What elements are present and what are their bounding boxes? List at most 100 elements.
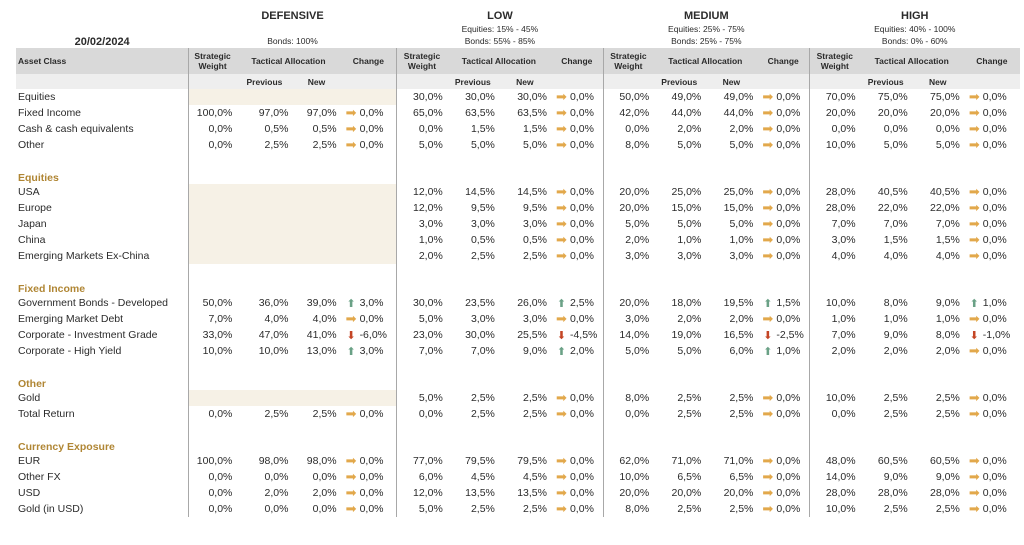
arrow-right-icon: ➡ (968, 121, 980, 136)
arrow-right-icon: ➡ (762, 248, 774, 263)
change-cell: ➡ 0,0% (341, 453, 397, 469)
empty-cell (292, 437, 340, 453)
change-cell: ➡ 0,0% (964, 216, 1020, 232)
new-cell (292, 200, 341, 216)
table-row: Corporate - Investment Grade 33,0% 47,0% 41… (16, 327, 1020, 343)
asset-label: USA (18, 186, 40, 198)
empty-cell (236, 264, 292, 279)
empty-cell (551, 168, 603, 184)
change-value: 0,0% (569, 123, 594, 135)
strategic-weight-cell: 1,0% (396, 232, 447, 248)
previous-cell (236, 184, 293, 200)
previous-cell (236, 89, 293, 105)
previous-cell: 8,0% (883, 297, 908, 309)
empty-cell (396, 153, 447, 168)
new-cell: 2,5% (935, 408, 960, 420)
empty-cell (705, 279, 757, 295)
previous-cell: 20,0% (877, 107, 908, 119)
empty-cell (705, 153, 757, 168)
change-cell: ➡ 0,0% (964, 501, 1020, 517)
strategic-weight-cell: 0,0% (809, 406, 860, 422)
empty-cell (757, 168, 809, 184)
arrow-up-icon: ⬆ (969, 297, 979, 310)
change-value: 0,0% (776, 186, 801, 198)
new-cell: 19,5% (723, 297, 754, 309)
empty-cell (705, 374, 757, 390)
asset-label: Japan (18, 218, 47, 230)
empty-cell (964, 264, 1020, 279)
new-cell: 2,5% (729, 503, 754, 515)
strategic-weight-cell: 28,0% (809, 485, 860, 501)
strategic-weight-cell: 100,0% (187, 453, 237, 469)
previous-cell: 13,5% (465, 487, 495, 499)
strategic-weight-cell (187, 390, 237, 406)
empty-cell (653, 153, 705, 168)
change-cell: ➡ 0,0% (757, 485, 809, 501)
change-value: 0,0% (776, 392, 801, 404)
previous-cell: 47,0% (258, 329, 289, 341)
spacer-row (16, 153, 1020, 168)
spacer-row (16, 359, 1020, 374)
empty-cell (16, 359, 188, 374)
change-cell: ⬇ -6,0% (341, 327, 397, 343)
empty-cell (447, 374, 499, 390)
previous-header: Previous (236, 74, 293, 89)
arrow-right-icon: ➡ (345, 121, 357, 136)
table-row: Europe 12,0% 9,5% 9,5% ➡ 0,0% 20,0% 15,0% 15,0% ➡… (16, 200, 1020, 216)
previous-cell: 44,0% (671, 107, 702, 119)
change-value: 0,0% (359, 123, 384, 135)
strategic-weight-cell: 0,0% (396, 406, 447, 422)
new-cell: 9,0% (935, 297, 960, 309)
arrow-right-icon: ➡ (968, 501, 980, 516)
new-cell: 4,0% (312, 313, 337, 325)
arrow-right-icon: ➡ (762, 469, 774, 484)
arrow-right-icon: ➡ (345, 469, 357, 484)
asset-label: Europe (18, 202, 52, 214)
arrow-right-icon: ➡ (556, 390, 567, 405)
strategic-weight-cell: 0,0% (809, 121, 860, 137)
empty-cell (499, 168, 551, 184)
empty-cell (341, 264, 397, 279)
change-cell: ➡ 0,0% (551, 453, 603, 469)
new-cell: 1,0% (935, 313, 960, 325)
change-cell: ➡ 0,0% (341, 137, 397, 153)
arrow-right-icon: ➡ (968, 89, 980, 104)
change-cell: ⬆ 3,0% (341, 343, 397, 359)
new-cell: 2,0% (935, 345, 960, 357)
change-cell: ➡ 0,0% (964, 121, 1020, 137)
change-value: 0,0% (359, 107, 384, 119)
previous-cell: 2,5% (883, 503, 908, 515)
previous-cell: 7,0% (883, 218, 908, 230)
empty-cell (860, 168, 912, 184)
table-row: Japan 3,0% 3,0% 3,0% ➡ 0,0% 5,0% 5,0% 5,0% ➡ 0,0% 7… (16, 216, 1020, 232)
previous-cell: 20,0% (671, 487, 702, 499)
table-row: Corporate - High Yield 10,0% 10,0% 13,0% ⬆ 3,… (16, 343, 1020, 359)
previous-cell: 6,5% (677, 471, 702, 483)
strategic-weight-cell: 1,0% (809, 311, 860, 327)
section-header-row: Currency Exposure (16, 437, 1020, 453)
previous-cell: 1,0% (677, 234, 702, 246)
previous-cell: 0,5% (470, 234, 495, 246)
empty-cell (757, 153, 809, 168)
strategic-weight-cell: 5,0% (396, 390, 447, 406)
empty-cell (499, 374, 551, 390)
empty-cell (602, 74, 654, 89)
previous-cell: 71,0% (671, 455, 702, 467)
change-cell: ➡ 0,0% (341, 105, 397, 121)
empty-cell (809, 264, 860, 279)
arrow-right-icon: ➡ (345, 137, 357, 152)
empty-cell (551, 279, 603, 295)
change-value: 0,0% (982, 471, 1007, 483)
empty-cell (653, 374, 705, 390)
empty-cell (341, 168, 397, 184)
change-cell: ➡ 0,0% (551, 406, 603, 422)
empty-cell (292, 359, 340, 374)
previous-cell: 2,0% (677, 313, 702, 325)
empty-cell (447, 437, 499, 453)
change-cell: ⬇ -1,0% (964, 327, 1020, 343)
arrow-right-icon: ➡ (968, 390, 980, 405)
section-title: Equities (18, 172, 59, 184)
empty-cell (912, 437, 964, 453)
table-row: Total Return 0,0% 2,5% 2,5% ➡ 0,0% 0,0% 2,5% 2,5… (16, 406, 1020, 422)
change-value: 1,5% (776, 296, 801, 309)
